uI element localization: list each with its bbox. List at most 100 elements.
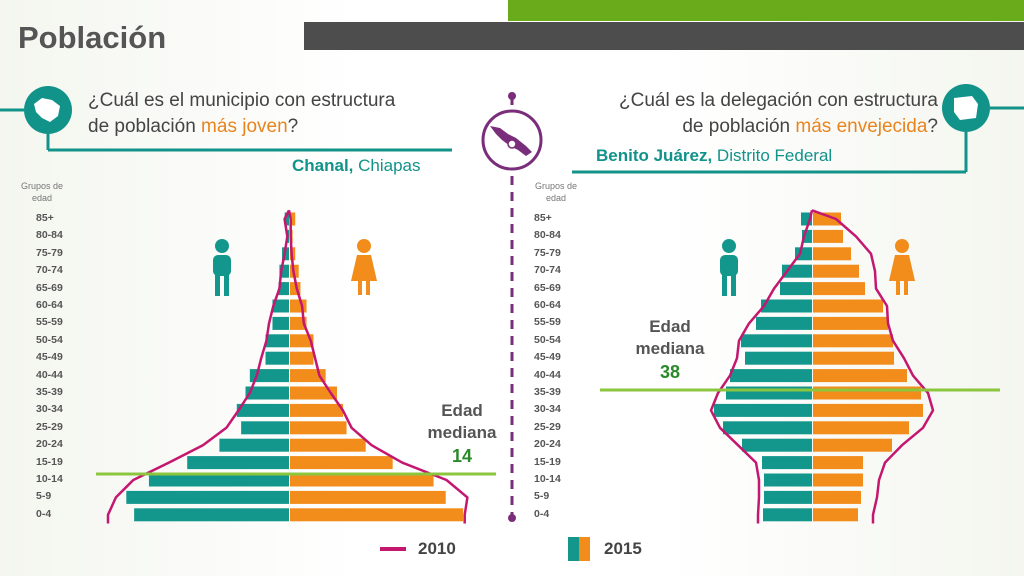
left-question: ¿Cuál es el municipio con estructura de … [88,88,395,140]
right-bar-female-2015 [813,299,883,313]
right-question-line1: ¿Cuál es la delegación con estructura [619,90,938,111]
left-age-tick-label: 5-9 [36,490,52,503]
right-female-figure-icon [889,239,915,295]
right-age-tick-label: 15-19 [534,455,561,468]
right-bar-male-2015 [726,386,812,400]
right-groups-label: Grupos de edad [534,181,578,203]
right-age-tick-label: 60-64 [534,299,561,311]
right-answer-entity: Distrito Federal [712,146,833,165]
left-bar-female-2015 [290,212,296,226]
right-question-line2: de población [682,116,796,137]
left-age-tick-label: 25-29 [36,420,63,433]
left-bar-male-2015 [249,369,289,383]
right-question: ¿Cuál es la delegación con estructura de… [619,88,938,140]
right-bar-female-2015 [813,473,863,487]
left-age-tick-label: 55-59 [36,316,63,329]
left-bar-male-2015 [126,490,289,504]
right-question-mark: ? [927,116,938,137]
left-bar-female-2015 [290,282,301,296]
left-bar-male-2015 [278,282,289,296]
left-answer-municipality: Chanal, [292,156,354,175]
right-age-tick-label: 55-59 [534,316,561,329]
left-groups-label: Grupos de edad [20,181,64,203]
left-age-tick-label: 10-14 [36,473,63,485]
left-age-tick-label: 80-84 [36,229,63,242]
right-bar-male-2015 [761,299,812,313]
right-bar-female-2015 [813,438,892,452]
left-bar-male-2015 [279,264,289,278]
right-male-figure-icon [720,239,738,296]
right-question-highlight: más envejecida [795,116,928,137]
right-bar-female-2015 [813,334,893,348]
right-connector [572,106,1024,174]
legend-2015-swatch [568,537,590,561]
right-bar-female-2015 [813,386,921,400]
left-bar-male-2015 [272,316,289,330]
right-bar-female-2015 [813,490,861,504]
right-bar-male-2015 [723,421,812,435]
right-bar-female-2015 [813,456,863,470]
left-bar-male-2015 [245,386,289,400]
left-question-mark: ? [287,116,299,137]
left-median-title: Edad mediana [427,401,497,442]
left-age-tick-label: 60-64 [36,299,63,311]
right-age-tick-label: 40-44 [534,368,561,381]
right-age-tick-label: 30-34 [534,403,561,416]
right-age-tick-label: 5-9 [534,490,550,503]
right-population-pyramid [709,209,935,524]
right-bar-male-2015 [730,369,812,383]
left-bar-female-2015 [290,508,464,522]
left-bar-male-2015 [219,438,289,452]
left-bar-male-2015 [272,299,289,313]
left-bar-female-2015 [290,403,344,417]
right-bar-female-2015 [813,282,865,296]
header-accent-green [508,0,1024,21]
left-female-figure-icon [351,239,377,295]
left-bar-male-2015 [187,456,289,470]
right-bar-male-2015 [780,282,812,296]
right-bar-female-2015 [813,351,894,365]
left-age-tick-label: 30-34 [36,403,63,416]
right-age-tick-label: 20-24 [534,438,561,451]
left-age-tick-label: 50-54 [36,333,63,346]
page-title: Población [18,20,167,55]
left-age-tick-label: 45-49 [36,351,63,364]
legend-2010-label: 2010 [418,539,456,558]
right-median-value: 38 [659,362,681,382]
right-bar-male-2015 [741,334,812,348]
right-bar-male-2015 [742,438,812,452]
right-bar-male-2015 [745,351,812,365]
right-bar-female-2015 [813,229,843,243]
left-age-tick-label: 85+ [36,212,54,224]
left-bar-male-2015 [134,508,289,522]
left-bar-female-2015 [290,490,446,504]
right-bar-male-2015 [764,473,812,487]
left-question-line1: ¿Cuál es el municipio con estructura [88,90,396,111]
left-connector [0,108,452,152]
left-age-tick-label: 70-74 [36,264,63,277]
legend-2015-label: 2015 [604,539,642,558]
right-bar-male-2015 [756,316,812,330]
left-age-tick-label: 40-44 [36,368,63,381]
right-bar-male-2015 [795,247,812,261]
left-bar-female-2015 [290,438,366,452]
left-bar-male-2015 [148,473,289,487]
left-bar-female-2015 [290,369,326,383]
right-bar-female-2015 [813,264,859,278]
right-bar-male-2015 [764,490,812,504]
chiapas-map-icon [24,86,72,134]
right-age-tick-label: 0-4 [534,507,550,520]
left-bar-male-2015 [284,212,289,226]
right-bar-female-2015 [813,316,888,330]
right-age-tick-label: 45-49 [534,351,561,364]
header-accent-gray [304,22,1024,50]
right-bar-female-2015 [813,212,841,226]
left-question-line2: de población [88,116,202,137]
left-bar-female-2015 [290,421,347,435]
right-bar-male-2015 [801,212,812,226]
mexico-map-icon [481,109,543,171]
left-bar-female-2015 [290,456,393,470]
right-age-tick-label: 50-54 [534,333,561,346]
left-bar-male-2015 [236,403,289,417]
